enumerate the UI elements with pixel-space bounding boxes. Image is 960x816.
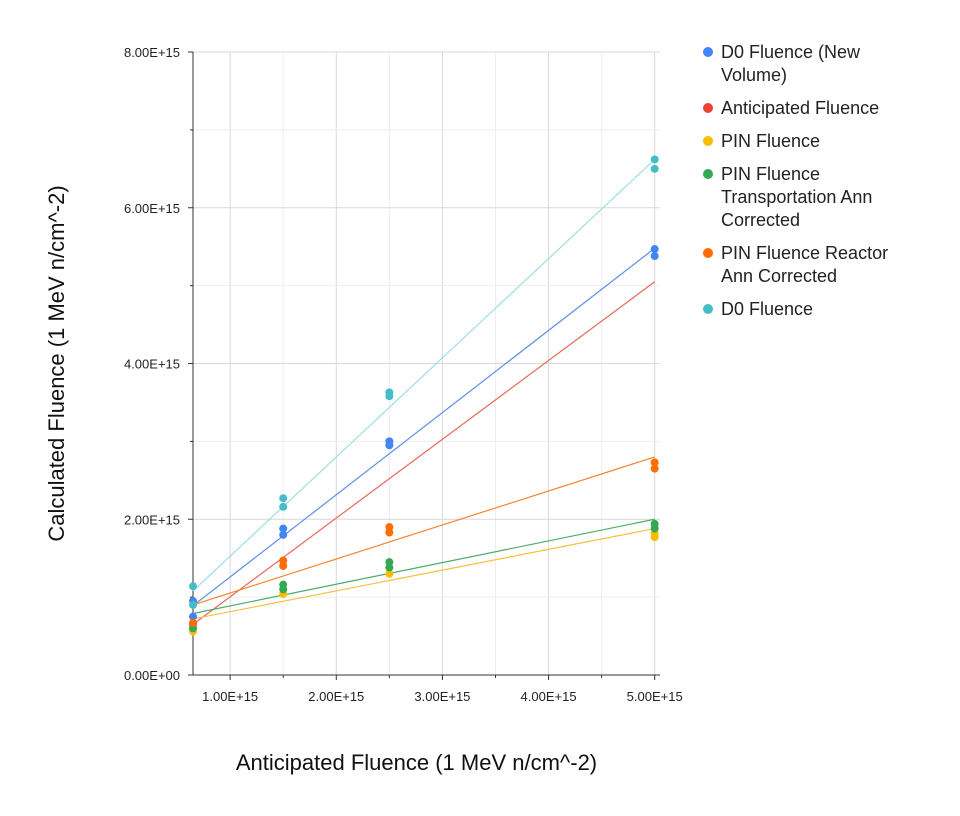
data-point (650, 458, 659, 467)
y-tick-label: 6.00E+15 (124, 201, 180, 216)
y-tick-label: 4.00E+15 (124, 357, 180, 372)
legend-item: PIN Fluence Transportation Ann Corrected (703, 164, 872, 230)
trend-line (192, 528, 655, 620)
legend-swatch (703, 136, 713, 146)
legend: D0 Fluence (New Volume) Anticipated Fluenc… (703, 42, 888, 319)
data-point (385, 437, 394, 446)
trend-line (192, 281, 656, 625)
legend-swatch (703, 47, 713, 57)
y-axis-title: Calculated Fluence (1 MeV n/cm^-2) (44, 185, 69, 541)
legend-swatch (703, 304, 713, 314)
legend-label: Transportation Ann (721, 187, 872, 207)
data-point (279, 494, 288, 503)
data-point (385, 569, 394, 578)
data-point (189, 582, 197, 591)
x-tick-label: 2.00E+15 (308, 689, 364, 704)
legend-item: PIN Fluence (703, 131, 820, 151)
trend-line (192, 159, 656, 592)
legend-swatch (703, 248, 713, 258)
legend-item: PIN Fluence Reactor Ann Corrected (703, 243, 888, 286)
y-tick-label: 2.00E+15 (124, 512, 180, 527)
y-tick-label: 8.00E+15 (124, 45, 180, 60)
x-tick-label: 5.00E+15 (627, 689, 683, 704)
legend-label: PIN Fluence (721, 164, 820, 184)
grid-lines (193, 51, 660, 675)
data-point (385, 523, 394, 532)
data-point (385, 388, 394, 397)
x-tick-label: 1.00E+15 (202, 689, 258, 704)
y-tick-label: 0.00E+00 (124, 668, 180, 683)
trend-line (192, 456, 655, 606)
legend-label: PIN Fluence (721, 131, 820, 151)
legend-label: Corrected (721, 210, 800, 230)
legend-swatch (703, 169, 713, 179)
tick-labels: 0.00E+00 2.00E+15 4.00E+15 6.00E+15 8.00E+15… (124, 45, 683, 704)
x-tick-label: 3.00E+15 (414, 689, 470, 704)
data-point (650, 155, 659, 164)
data-point (189, 612, 197, 621)
legend-label: D0 Fluence (721, 299, 813, 319)
axes (188, 51, 660, 680)
legend-label: D0 Fluence (New (721, 42, 861, 62)
legend-label: Anticipated Fluence (721, 98, 879, 118)
data-point (650, 519, 659, 528)
data-point (279, 502, 288, 511)
legend-label: Volume) (721, 65, 787, 85)
data-point (279, 580, 288, 589)
legend-label: Ann Corrected (721, 266, 837, 286)
data-point (279, 556, 288, 565)
data-points (189, 155, 659, 636)
data-point (189, 600, 197, 609)
legend-item: Anticipated Fluence (703, 98, 879, 118)
trend-lines (192, 159, 656, 625)
legend-item: D0 Fluence (New Volume) (703, 42, 861, 85)
data-point (279, 530, 288, 539)
data-point (650, 245, 659, 254)
trend-line (192, 247, 656, 607)
data-point (650, 464, 659, 473)
data-point (385, 558, 394, 567)
trend-line (192, 518, 655, 615)
data-point (189, 618, 197, 627)
data-point (650, 252, 659, 261)
x-tick-label: 4.00E+15 (521, 689, 577, 704)
legend-item: D0 Fluence (703, 299, 813, 319)
legend-swatch (703, 103, 713, 113)
x-axis-title: Anticipated Fluence (1 MeV n/cm^-2) (236, 750, 597, 775)
data-point (279, 524, 288, 533)
legend-label: PIN Fluence Reactor (721, 243, 888, 263)
data-point (650, 164, 659, 173)
